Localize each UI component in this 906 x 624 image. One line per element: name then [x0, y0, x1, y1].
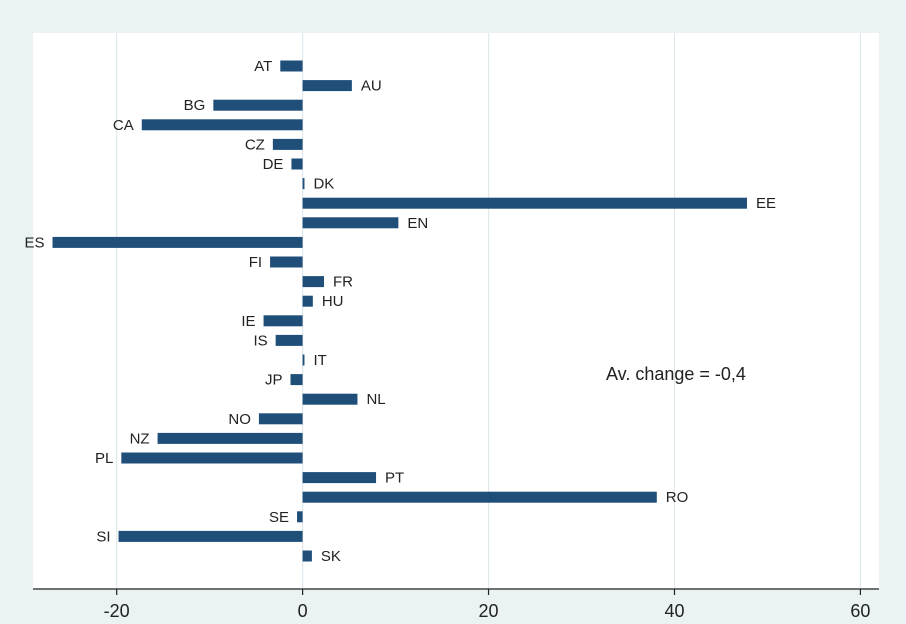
bar-se [297, 511, 303, 523]
bar-pl [121, 452, 303, 464]
bar-it [302, 354, 305, 366]
bar-label-jp: JP [265, 372, 283, 389]
bar-ro [302, 491, 657, 503]
bar-bg [213, 99, 303, 111]
x-tick-label: -20 [104, 601, 130, 621]
bar-label-au: AU [361, 78, 382, 95]
bar-hu [302, 295, 313, 307]
bar-fr [302, 276, 324, 288]
bar-dk [302, 178, 305, 190]
bar-label-ee: EE [756, 195, 776, 212]
bar-nl [302, 393, 358, 405]
bar-cz [272, 138, 303, 150]
bar-fi [270, 256, 303, 268]
bar-jp [290, 374, 303, 386]
bar-labels: AT AU BG CA CZ DE DK EE EN ES FI FR HU IE IS IT JP NL NO NZ… [25, 58, 776, 565]
bar-ie [263, 315, 303, 327]
bar-label-bg: BG [184, 97, 206, 114]
bar-label-nl: NL [366, 391, 385, 408]
bar-label-se: SE [269, 509, 289, 526]
bar-label-es: ES [25, 234, 45, 251]
bar-ee [302, 197, 747, 209]
bar-es [52, 236, 303, 248]
x-tick-label: 40 [664, 601, 684, 621]
bar-ca [141, 119, 303, 131]
bar-label-is: IS [253, 332, 267, 349]
bar-at [280, 60, 303, 72]
bar-label-hu: HU [322, 293, 344, 310]
x-axis-ticks: -20 0 20 40 60 [104, 589, 870, 621]
bar-label-cz: CZ [245, 136, 265, 153]
bar-label-ca: CA [113, 117, 134, 134]
bar-label-fr: FR [333, 274, 353, 291]
bar-label-ie: IE [241, 313, 255, 330]
bar-label-fi: FI [249, 254, 262, 271]
plot-area [33, 33, 879, 589]
bar-nz [157, 432, 303, 444]
bar-au [302, 80, 352, 92]
bar-en [302, 217, 399, 229]
bar-label-pl: PL [95, 450, 113, 467]
bars [52, 60, 747, 562]
bar-label-en: EN [407, 215, 428, 232]
bar-label-at: AT [254, 58, 272, 75]
bar-is [275, 334, 303, 346]
bar-label-de: DE [263, 156, 284, 173]
x-tick-label: 0 [298, 601, 308, 621]
bar-pt [302, 472, 377, 484]
bar-label-ro: RO [666, 489, 689, 506]
bar-label-it: IT [313, 352, 326, 369]
x-tick-label: 20 [479, 601, 499, 621]
bar-sk [302, 550, 312, 562]
bar-no [258, 413, 303, 425]
bar-label-si: SI [96, 528, 110, 545]
bar-si [118, 530, 303, 542]
bar-label-no: NO [228, 411, 251, 428]
bar-label-pt: PT [385, 470, 404, 487]
bar-label-sk: SK [321, 548, 341, 565]
x-tick-label: 60 [850, 601, 870, 621]
bar-label-nz: NZ [130, 430, 150, 447]
bar-de [291, 158, 303, 170]
bar-label-dk: DK [313, 176, 334, 193]
average-change-annotation: Av. change = -0,4 [606, 364, 746, 384]
